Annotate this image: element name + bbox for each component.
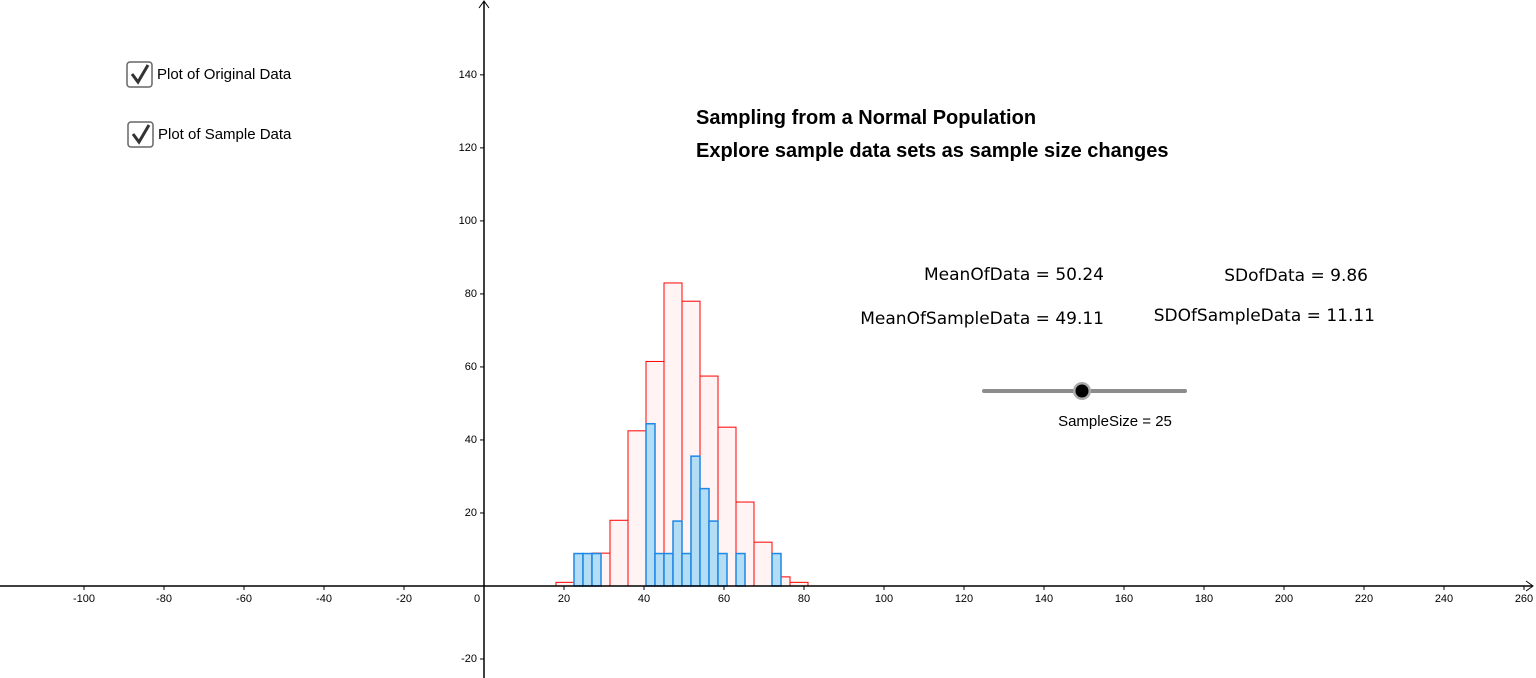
x-tick-label: 20 xyxy=(558,593,570,605)
y-axis-arrow xyxy=(478,0,490,9)
chart-title: Sampling from a Normal Population xyxy=(696,107,1036,129)
x-tick-label: 240 xyxy=(1435,593,1453,605)
bar xyxy=(591,552,602,587)
bar xyxy=(672,520,683,587)
x-tick-label: 100 xyxy=(875,593,893,605)
bar xyxy=(753,541,773,587)
bar xyxy=(717,552,728,587)
bar xyxy=(681,552,692,587)
stat: SDOfSampleData = 11.11 xyxy=(1154,306,1375,326)
y-tick-label: 60 xyxy=(465,361,477,373)
x-tick-label: 260 xyxy=(1515,593,1533,605)
bar xyxy=(699,487,710,587)
bar xyxy=(573,552,584,587)
bar xyxy=(609,519,629,587)
slider-knob[interactable] xyxy=(1075,384,1089,398)
checkbox-label: Plot of Sample Data xyxy=(158,126,292,143)
y-tick-label: -20 xyxy=(461,653,477,665)
x-tick-label: 60 xyxy=(718,593,730,605)
x-tick-label: 80 xyxy=(798,593,810,605)
stat: MeanOfSampleData = 49.11 xyxy=(860,309,1104,329)
x-tick-label: -40 xyxy=(316,593,332,605)
x-tick-label: -60 xyxy=(236,593,252,605)
bar xyxy=(771,552,782,587)
x-tick-label: 200 xyxy=(1275,593,1293,605)
bar xyxy=(663,552,674,587)
y-tick-label: 20 xyxy=(465,507,477,519)
checkbox-label: Plot of Original Data xyxy=(157,66,292,83)
stat: MeanOfData = 50.24 xyxy=(924,265,1104,285)
y-tick-label: 100 xyxy=(459,215,477,227)
slider[interactable] xyxy=(982,382,1187,400)
bar xyxy=(690,455,701,587)
x-tick-label: -80 xyxy=(156,593,172,605)
y-tick-label: 140 xyxy=(459,69,477,81)
x-tick-label: 160 xyxy=(1115,593,1133,605)
checkbox-original[interactable]: Plot of Original Data xyxy=(126,61,292,88)
bar xyxy=(708,520,719,587)
x-tick-label: 0 xyxy=(474,593,480,605)
checkmark xyxy=(131,124,151,145)
bar xyxy=(654,552,665,587)
bar xyxy=(582,552,593,587)
checkbox-sample[interactable]: Plot of Sample Data xyxy=(127,121,292,148)
bar xyxy=(735,552,746,587)
x-tick-label: 220 xyxy=(1355,593,1373,605)
bar xyxy=(627,430,647,587)
x-tick-label: 120 xyxy=(955,593,973,605)
x-axis-arrow xyxy=(1525,580,1534,592)
x-tick-label: 140 xyxy=(1035,593,1053,605)
y-tick-label: 40 xyxy=(465,434,477,446)
x-tick-label: 180 xyxy=(1195,593,1213,605)
chart-subtitle: Explore sample data sets as sample size … xyxy=(696,140,1168,162)
bar xyxy=(645,422,656,587)
checkmark xyxy=(130,64,150,85)
x-tick-label: -20 xyxy=(396,593,412,605)
x-tick-label: -100 xyxy=(73,593,95,605)
stat: SDofData = 9.86 xyxy=(1224,266,1368,286)
x-tick-label: 40 xyxy=(638,593,650,605)
y-tick-label: 80 xyxy=(465,288,477,300)
slider-label: SampleSize = 25 xyxy=(1058,413,1172,430)
y-tick-label: 120 xyxy=(459,142,477,154)
